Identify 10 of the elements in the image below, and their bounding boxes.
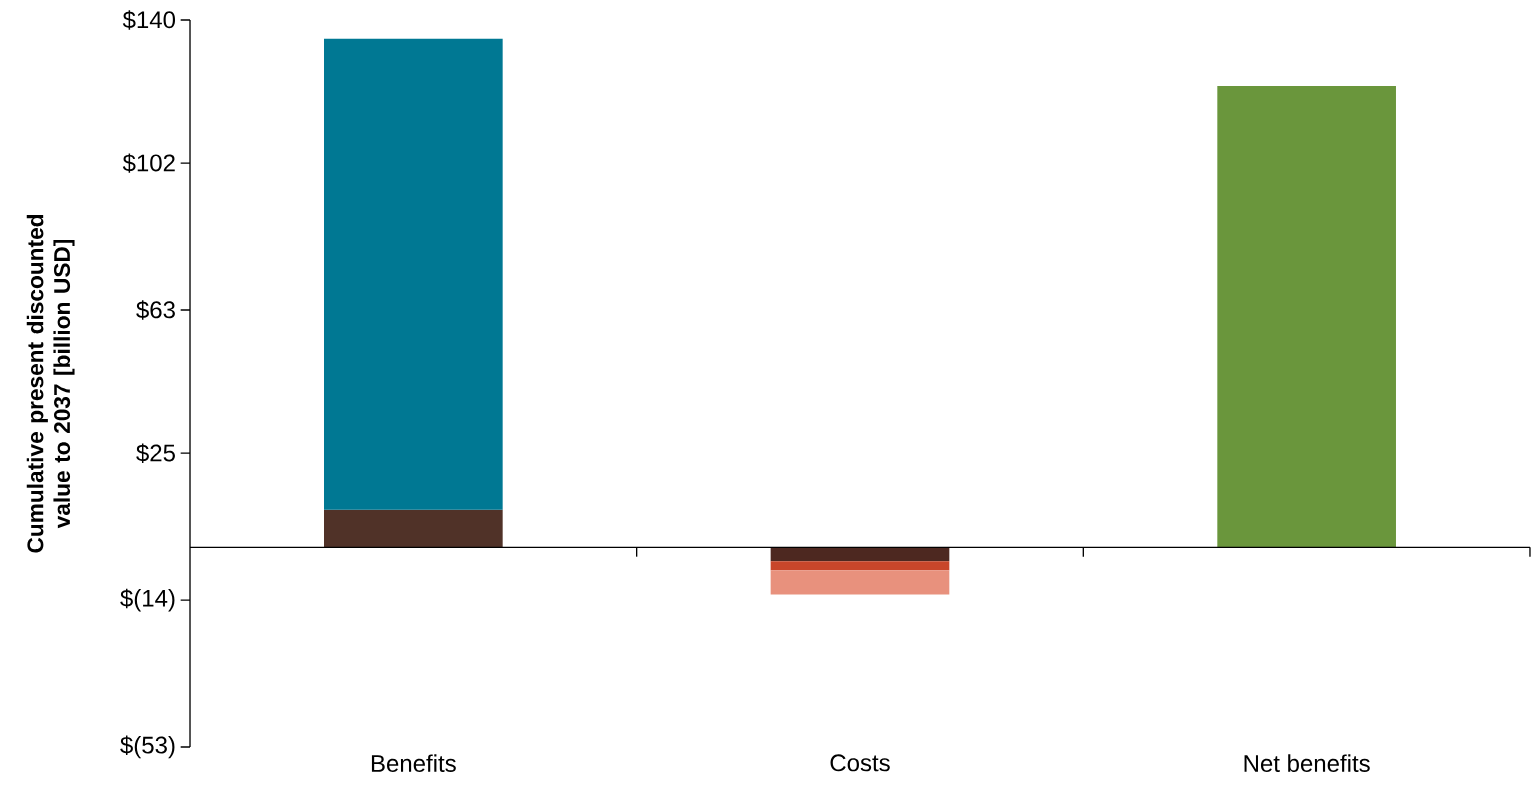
y-tick-label: $140 <box>122 10 176 30</box>
y-tick-label: $25 <box>136 443 175 463</box>
y-tick-label: $63 <box>136 300 175 320</box>
y-tick-label: $102 <box>122 153 175 173</box>
y-tick-label: $(53) <box>120 735 175 759</box>
y-axis-title: Cumulative present discounted value to 2037 [billion USD] <box>26 214 75 553</box>
x-tick-label: Costs <box>830 754 890 772</box>
x-tick-label: Net benefits <box>1244 754 1370 772</box>
x-tick-label: Benefits <box>371 754 456 772</box>
y-tick-label: $(14) <box>120 588 175 612</box>
